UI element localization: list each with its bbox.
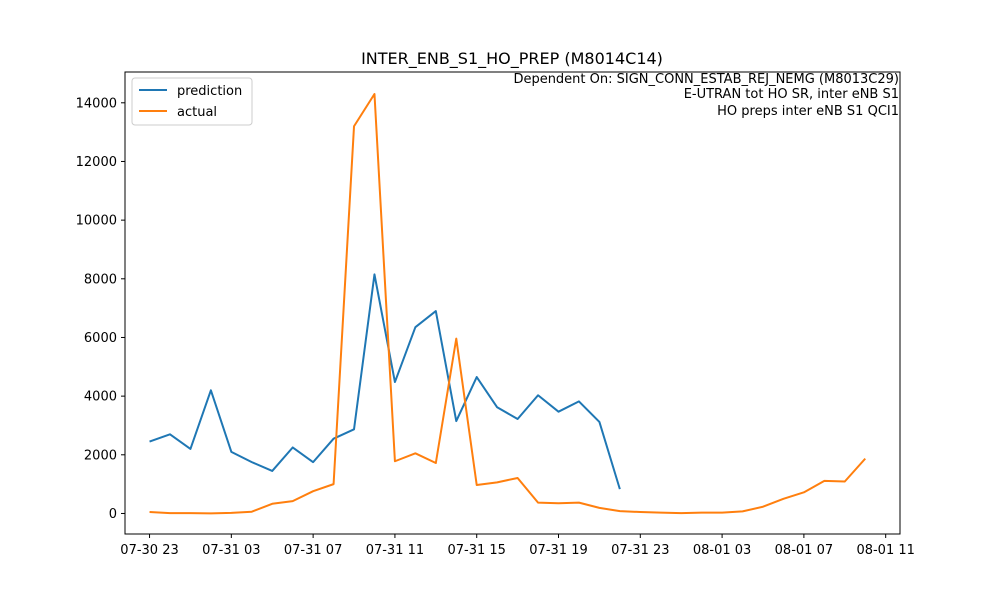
y-tick-label: 14000 (76, 96, 117, 111)
chart-title: INTER_ENB_S1_HO_PREP (M8014C14) (361, 49, 663, 69)
annotation-text: Dependent On: SIGN_CONN_ESTAB_REJ_NEMG (… (513, 72, 899, 119)
y-tick-label: 10000 (76, 214, 117, 229)
y-tick-label: 2000 (84, 448, 117, 463)
annotation-line-2: E-UTRAN tot HO SR, inter eNB S1 (684, 87, 899, 102)
plot-frame (124, 71, 901, 535)
legend-label-actual: actual (177, 105, 217, 120)
x-tick-label: 07-31 11 (366, 543, 424, 558)
y-tick-label: 12000 (76, 155, 117, 170)
y-tick-label: 6000 (84, 331, 117, 346)
x-tick-label: 07-31 07 (284, 543, 342, 558)
series-line-prediction (149, 273, 621, 490)
y-tick-label: 8000 (84, 272, 117, 287)
y-tick-label: 0 (109, 507, 117, 522)
annotation-line-3: HO preps inter eNB S1 QCI1 (717, 104, 899, 119)
legend: prediction actual (131, 77, 253, 126)
x-tick-label: 07-30 23 (120, 543, 178, 558)
x-tick-label: 08-01 11 (856, 543, 914, 558)
x-tick-label: 07-31 15 (447, 543, 505, 558)
legend-label-prediction: prediction (177, 84, 242, 99)
series-line-actual (149, 93, 866, 515)
y-tick-label: 4000 (84, 390, 117, 405)
x-tick-label: 07-31 03 (202, 543, 260, 558)
x-tick-label: 08-01 07 (775, 543, 833, 558)
x-tick-label: 07-31 23 (611, 543, 669, 558)
annotation-line-1: Dependent On: SIGN_CONN_ESTAB_REJ_NEMG (… (513, 72, 899, 87)
x-tick-label: 07-31 19 (529, 543, 587, 558)
x-tick-label: 08-01 03 (693, 543, 751, 558)
